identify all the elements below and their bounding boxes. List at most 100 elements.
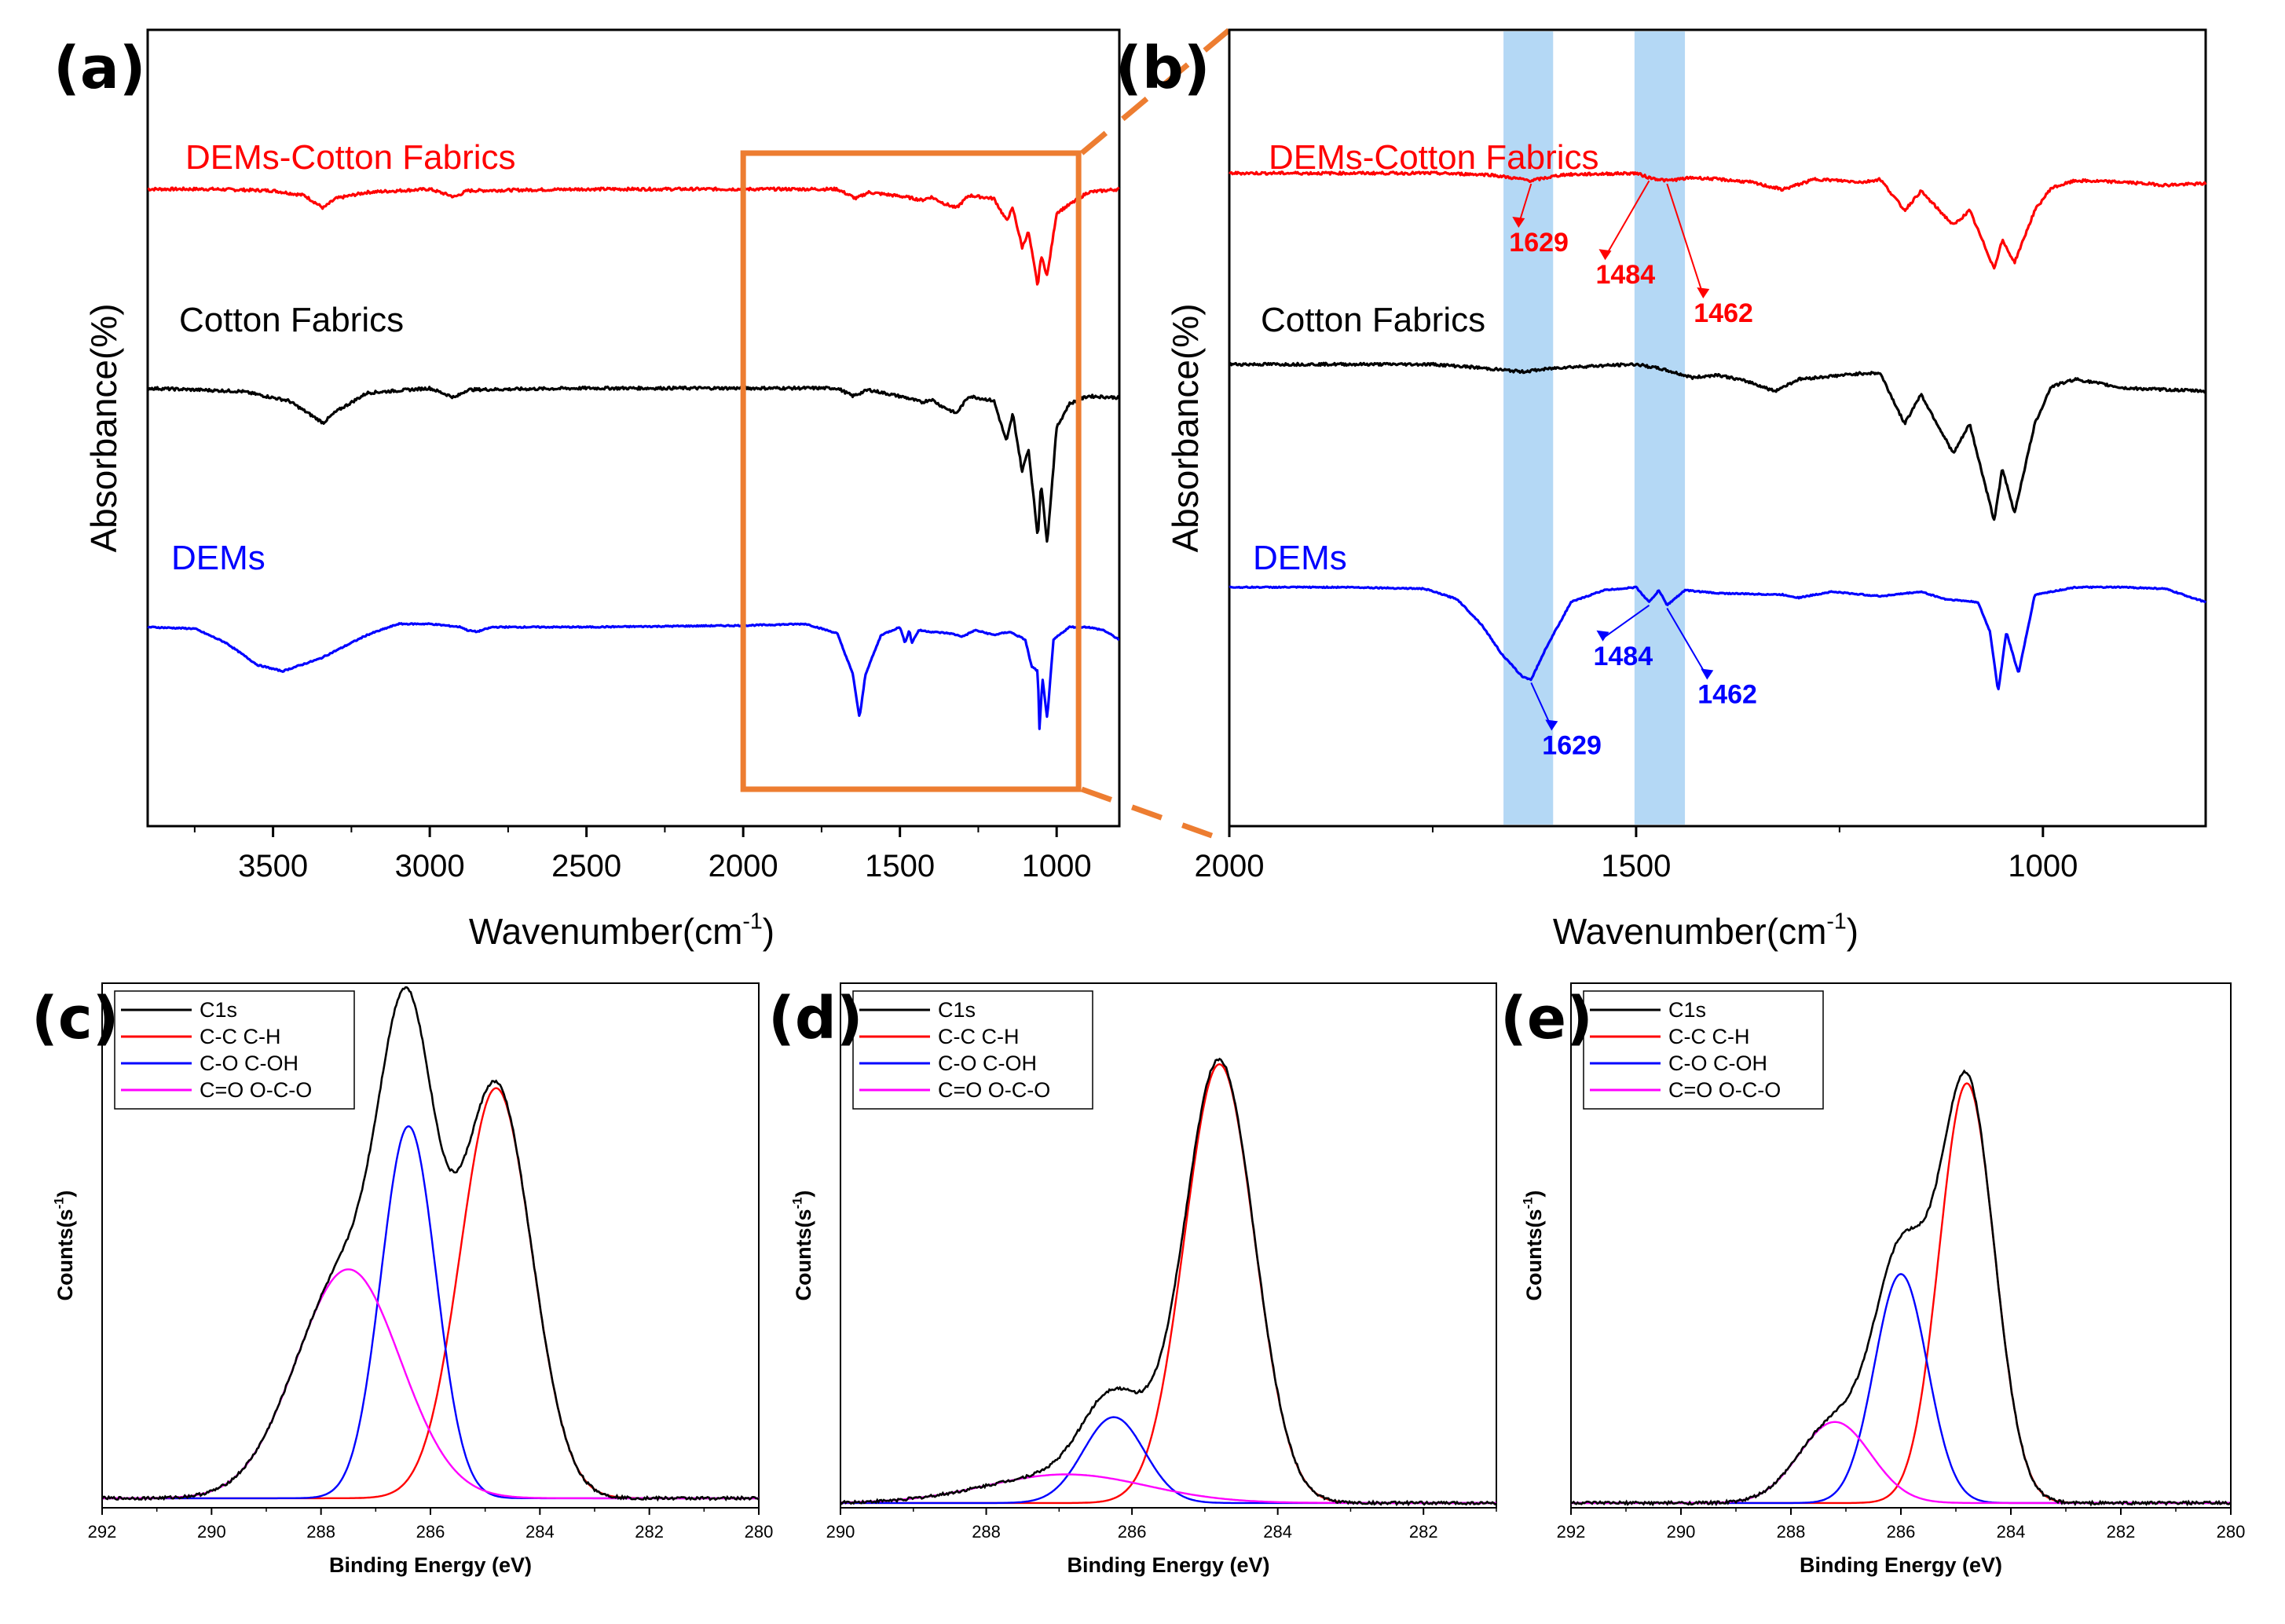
peak-arrow xyxy=(1666,608,1708,678)
peak-arrowhead xyxy=(1512,217,1525,229)
x-tick-label: 290 xyxy=(197,1522,226,1542)
c1s-envelope-curve xyxy=(840,1057,1497,1507)
x-tick-label: 1000 xyxy=(1022,849,1092,883)
legend-entry: C=O O-C-O xyxy=(200,1078,312,1102)
x-tick-label: 290 xyxy=(826,1522,855,1542)
y-axis-label: Absorbance(%) xyxy=(1165,303,1206,552)
peak-arrowhead xyxy=(1701,668,1714,680)
y-axis-label: Counts(s-1) xyxy=(1521,1191,1546,1301)
x-tick-label: 284 xyxy=(1997,1522,2026,1542)
peak-label: 1629 xyxy=(1542,730,1602,760)
series-label: DEMs-Cotton Fabrics xyxy=(1269,138,1599,177)
peak-arrowhead xyxy=(1697,287,1710,299)
peak-label: 1462 xyxy=(1694,298,1753,328)
zoom-connector-bottom xyxy=(1080,786,1231,845)
peak-arrow xyxy=(1604,180,1650,258)
series-label: Cotton Fabrics xyxy=(179,301,404,339)
panel-label: (e) xyxy=(1500,985,1593,1052)
series-line-dems-cotton-fabrics xyxy=(1229,170,2207,270)
zoom-connector-top xyxy=(1079,27,1232,155)
ftir-panel-b: 2000 1500 1000 DEMs-Cotton Fabrics Cotton Fa… xyxy=(1115,28,2207,952)
panel-label: (a) xyxy=(53,35,146,102)
legend-entry: C1s xyxy=(200,998,237,1022)
legend-entry: C1s xyxy=(938,998,976,1022)
x-tick-label: 284 xyxy=(525,1522,555,1542)
panel-label: (b) xyxy=(1115,35,1210,102)
series-line-dems xyxy=(147,622,1120,730)
series-line-dems-cotton-fabrics xyxy=(147,186,1120,286)
peak-arrow xyxy=(1602,604,1650,639)
panel-label: (d) xyxy=(768,985,863,1052)
x-tick-label: 286 xyxy=(416,1522,445,1542)
x-tick-label: 280 xyxy=(745,1522,774,1542)
x-tick-label: 292 xyxy=(1557,1522,1586,1542)
zoom-region-box xyxy=(740,150,1082,792)
x-axis-label: Binding Energy (eV) xyxy=(329,1553,532,1577)
x-axis-label: Binding Energy (eV) xyxy=(1067,1553,1269,1577)
y-axis-label-sup: -1 xyxy=(1521,1198,1536,1209)
x-tick-label: 292 xyxy=(88,1522,117,1542)
series-label: Cotton Fabrics xyxy=(1261,301,1485,339)
y-axis-label-sup: -1 xyxy=(52,1198,67,1209)
x-tick-label: 284 xyxy=(1263,1522,1292,1542)
series-label: DEMs-Cotton Fabrics xyxy=(185,138,516,177)
x-axis-label: Binding Energy (eV) xyxy=(1800,1553,2002,1577)
peak-label: 1484 xyxy=(1595,260,1655,290)
ftir-panel-a: 3500 3000 2500 2000 1500 1000 DEMs-Cotton Fabr… xyxy=(53,27,1232,952)
x-axis-label: Wavenumber(cm-1) xyxy=(469,909,774,952)
series-line-dems xyxy=(1229,585,2207,691)
x-tick-label: 288 xyxy=(972,1522,1001,1542)
x-axis-label-sup: -1 xyxy=(1826,909,1846,935)
peak-arrowhead xyxy=(1545,719,1558,731)
peak-arrowhead xyxy=(1598,249,1612,261)
legend-entry: C-C C-H xyxy=(938,1025,1019,1048)
series-label: DEMs xyxy=(1253,539,1347,577)
y-axis-label-suffix: ) xyxy=(53,1191,77,1198)
legend-entry: C-C C-H xyxy=(200,1025,280,1048)
legend-entry: C-O C-OH xyxy=(938,1052,1037,1075)
x-tick-label: 286 xyxy=(1118,1522,1147,1542)
x-tick-label: 290 xyxy=(1667,1522,1696,1542)
xps-panel-c: 292 290 288 286 284 282 280 C1s C-C C-H C-O C-OH C… xyxy=(31,982,774,1577)
x-tick-label: 280 xyxy=(2217,1522,2246,1542)
x-axis-label-base: Wavenumber(cm xyxy=(469,911,742,952)
xps-panel-d: 290 288 286 284 282 C1s C-C C-H C-O C-OH C=O O-C… xyxy=(768,982,1497,1577)
y-axis-label-base: Counts(s xyxy=(792,1209,815,1300)
y-axis-label: Counts(s-1) xyxy=(52,1191,77,1301)
legend-entry: C-C C-H xyxy=(1668,1025,1749,1048)
x-tick-label: 1500 xyxy=(865,849,935,883)
component-curve-c-o-c-oh xyxy=(102,1125,759,1500)
x-tick-label: 282 xyxy=(1409,1522,1438,1542)
y-axis-label-base: Counts(s xyxy=(1522,1209,1546,1300)
highlight-band-1 xyxy=(1634,31,1686,825)
series-label: DEMs xyxy=(171,539,265,577)
peak-label: 1484 xyxy=(1593,642,1653,671)
peak-arrowhead xyxy=(1596,630,1609,642)
x-tick-label: 288 xyxy=(306,1522,335,1542)
x-axis-label-sup: -1 xyxy=(742,909,762,935)
highlight-band-0 xyxy=(1503,31,1554,825)
y-axis-label: Absorbance(%) xyxy=(83,303,124,552)
x-tick-label: 3000 xyxy=(395,849,465,883)
component-curve-c-c-c-h xyxy=(1571,1082,2231,1505)
plot-frame xyxy=(1228,28,2207,828)
series-line-cotton-fabrics xyxy=(1228,361,2207,521)
x-tick-label: 282 xyxy=(2107,1522,2136,1542)
y-axis-label: Counts(s-1) xyxy=(790,1191,815,1301)
component-curve-c-o-o-c-o xyxy=(1571,1421,2231,1505)
legend-entry: C-O C-OH xyxy=(1668,1052,1767,1075)
peak-label: 1462 xyxy=(1697,680,1757,710)
x-tick-label: 2000 xyxy=(709,849,778,883)
legend-entry: C=O O-C-O xyxy=(1668,1078,1781,1102)
y-axis-label-base: Counts(s xyxy=(53,1209,77,1300)
plot-frame xyxy=(146,28,1121,828)
xps-panel-e: 292 290 288 286 284 282 280 C1s C-C C-H C-O C-OH C… xyxy=(1500,982,2246,1577)
y-axis-label-suffix: ) xyxy=(1522,1191,1546,1198)
x-tick-label: 1000 xyxy=(2008,849,2078,883)
peak-label: 1629 xyxy=(1509,228,1569,258)
x-tick-label: 2000 xyxy=(1195,849,1265,883)
legend-entry: C=O O-C-O xyxy=(938,1078,1050,1102)
component-curve-c-o-o-c-o xyxy=(102,1268,759,1500)
component-curve-c-c-c-h xyxy=(102,1087,759,1500)
